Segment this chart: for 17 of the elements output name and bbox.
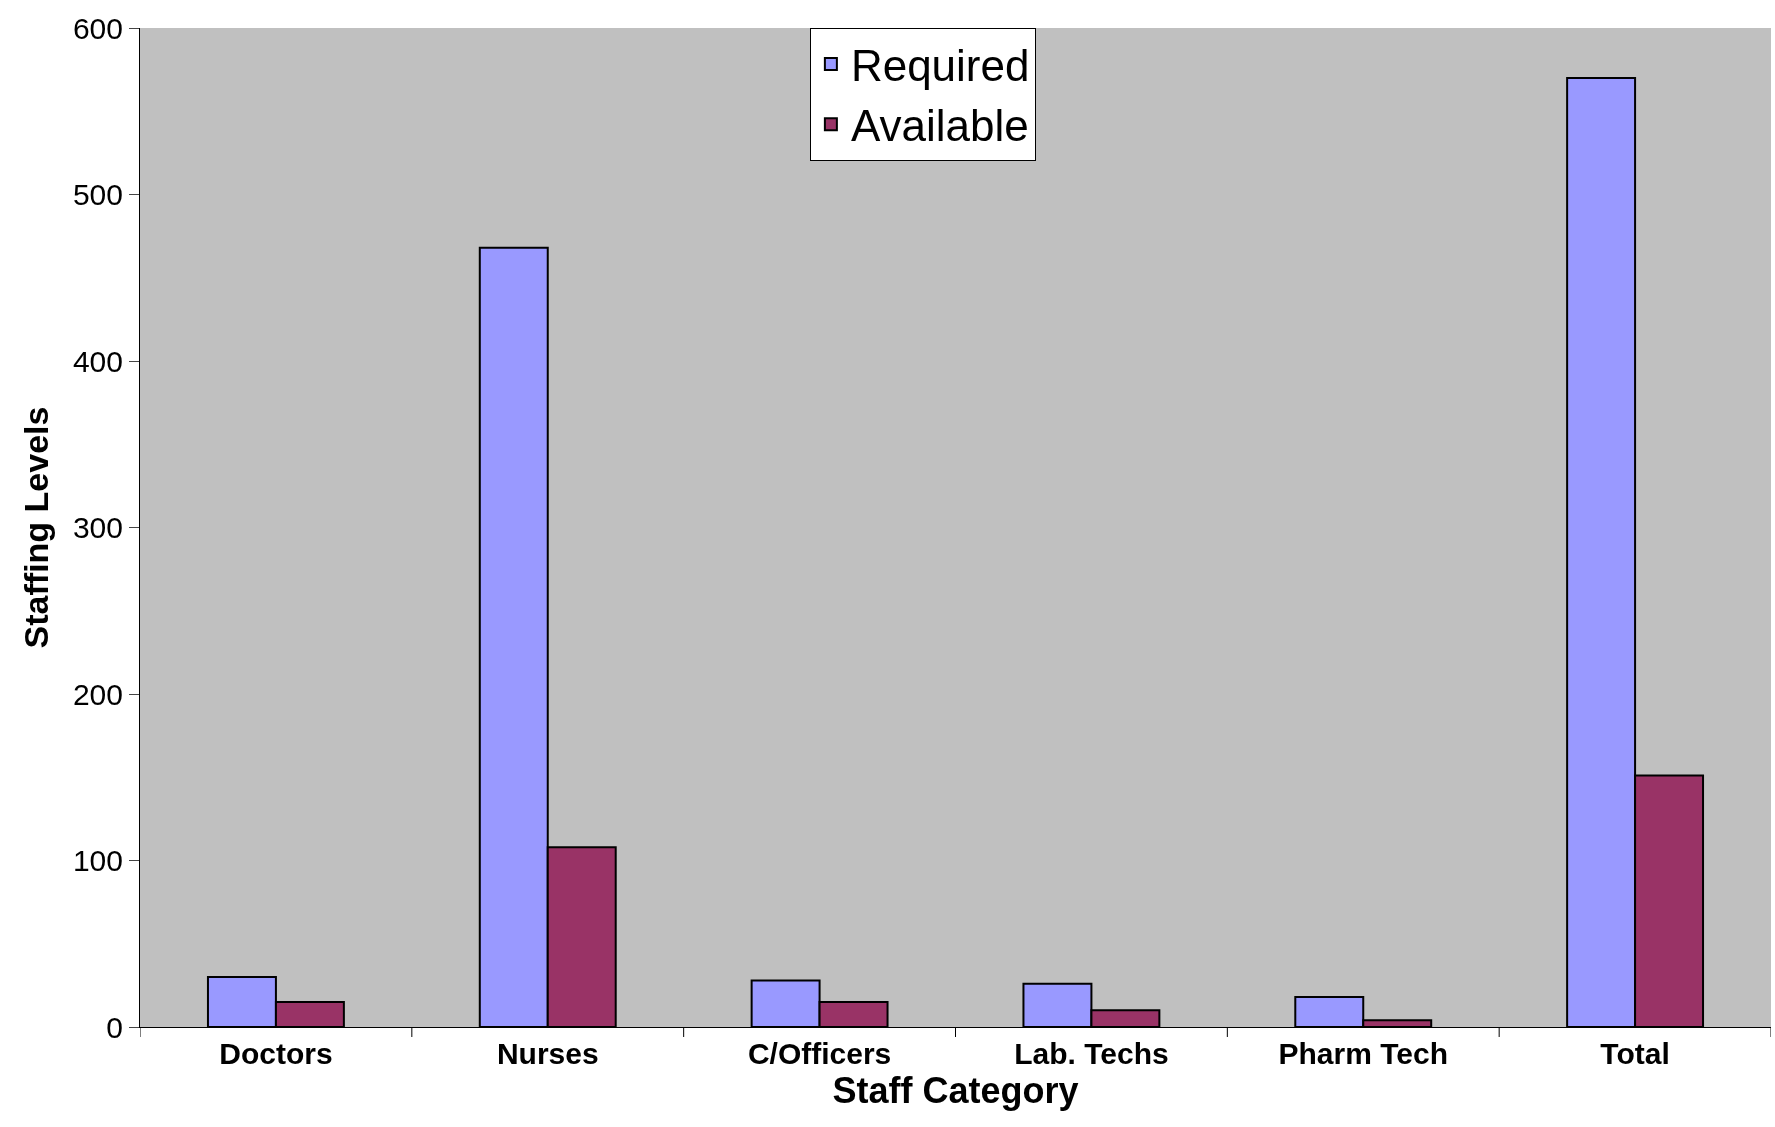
y-tick-label: 400 xyxy=(72,344,123,378)
y-axis-title: Staffing Levels xyxy=(16,406,55,649)
x-tick-label: Nurses xyxy=(496,1037,599,1070)
legend-label: Available xyxy=(850,101,1029,151)
x-tick-label: Total xyxy=(1600,1037,1670,1070)
x-tick-label: C/Officers xyxy=(747,1037,892,1070)
x-tick-label: Pharm Tech xyxy=(1278,1037,1448,1070)
legend-label: Required xyxy=(850,41,1030,91)
y-tick-label: 300 xyxy=(72,511,123,544)
y-tick-label: 0 xyxy=(106,1010,123,1044)
y-tick-label: 600 xyxy=(72,11,123,45)
x-axis-title: Staff Category xyxy=(832,1070,1079,1111)
y-tick-label: 500 xyxy=(72,178,123,211)
x-tick-label: Lab. Techs xyxy=(1014,1037,1169,1070)
y-tick-label: 200 xyxy=(72,677,123,711)
y-tick-label: 100 xyxy=(72,844,123,877)
x-tick-label: Doctors xyxy=(219,1037,333,1070)
